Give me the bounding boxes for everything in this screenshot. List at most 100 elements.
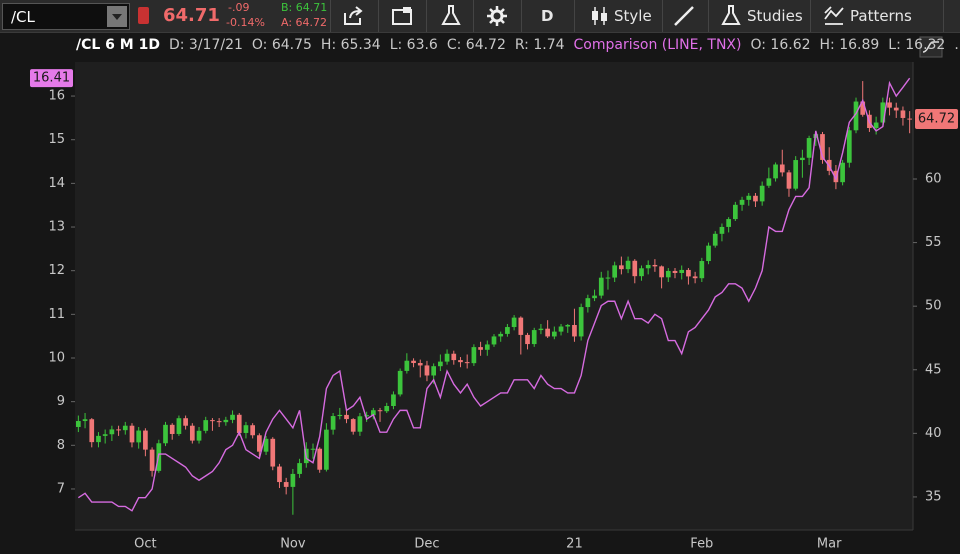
candle-body — [739, 199, 745, 205]
icon-path — [441, 5, 461, 25]
candle-body — [350, 419, 356, 432]
studies-icon — [721, 5, 741, 25]
comparison-item: H: 16.89 — [819, 37, 880, 53]
candle-body — [773, 164, 778, 179]
candle-body — [753, 195, 758, 202]
candle-body — [907, 118, 912, 120]
y2-tick-label: 11 — [48, 307, 65, 322]
separator — [574, 0, 575, 32]
y-tick-label: 60 — [925, 172, 942, 187]
candle-body — [498, 333, 504, 337]
icon-path — [490, 9, 504, 23]
candle-body — [223, 419, 229, 423]
header-item: O: 64.75 — [251, 37, 312, 53]
candle-body — [525, 334, 530, 345]
candle-body — [444, 353, 450, 362]
candle-body — [391, 394, 396, 407]
candle-body — [605, 277, 611, 279]
timeframe-button[interactable]: D — [541, 7, 554, 25]
y-tick-label: 45 — [925, 362, 942, 377]
symbol-box[interactable]: /CL — [2, 3, 130, 30]
candle-body — [464, 362, 470, 364]
candle-body — [143, 430, 148, 450]
comparison-tag-bg — [30, 69, 73, 88]
x-tick-label: Oct — [134, 537, 156, 552]
icon-path — [674, 6, 694, 26]
candle-body — [484, 344, 490, 350]
candle-body — [417, 363, 423, 366]
symbol: /CL — [11, 8, 35, 26]
patterns-button[interactable]: Patterns — [850, 7, 912, 25]
y-tick-label: 50 — [925, 299, 942, 314]
header-item: C: 64.72 — [446, 37, 506, 53]
candle-body — [853, 101, 859, 131]
candle-body — [746, 195, 752, 200]
flask-icon[interactable] — [440, 4, 462, 28]
candle-body — [893, 107, 899, 111]
y-tick-label: 40 — [925, 426, 942, 441]
candle-body — [686, 269, 691, 277]
candle-body — [324, 429, 329, 470]
candle-body — [846, 130, 852, 163]
candle-body — [431, 366, 437, 376]
candle-body — [706, 245, 711, 262]
candle-body — [478, 347, 483, 350]
y2-tick-label: 10 — [48, 350, 65, 365]
candle-body — [210, 420, 215, 422]
y2-tick-label: 8 — [57, 438, 65, 453]
studies-button[interactable]: Studies — [747, 7, 803, 25]
candle-body — [344, 414, 349, 420]
candle-body — [458, 360, 463, 363]
candle-body — [370, 410, 376, 416]
price-tag: 64.72 — [918, 111, 955, 126]
candle-body — [203, 420, 209, 431]
candle-body — [129, 425, 135, 443]
style-button[interactable]: Style — [614, 7, 652, 25]
last-price: 64.71 — [163, 5, 220, 26]
share-icon[interactable] — [342, 5, 366, 27]
header-item: H: 65.34 — [320, 37, 381, 53]
icon-path — [601, 13, 607, 21]
candle-body — [196, 430, 202, 441]
header-item: L: 63.6 — [389, 37, 438, 53]
candle-body — [136, 430, 142, 443]
candle-body — [786, 172, 792, 189]
candle-body — [243, 425, 249, 433]
candle-body — [189, 425, 195, 441]
separator — [810, 0, 811, 32]
candle-body — [578, 307, 584, 337]
candle-body — [659, 266, 664, 278]
price-tag-bg — [915, 108, 958, 129]
candle-body — [639, 268, 644, 277]
header-item: D: 3/17/21 — [168, 37, 243, 53]
candle-body — [277, 466, 282, 483]
candle-body — [719, 226, 725, 234]
dropdown[interactable] — [107, 6, 127, 27]
candle-body — [337, 414, 343, 417]
more[interactable]: ... — [954, 37, 960, 53]
candle-body — [176, 418, 182, 434]
candle-body — [102, 434, 108, 436]
y2-tick-label: 13 — [48, 220, 65, 235]
screenshot-icon[interactable] — [391, 5, 415, 27]
candle-body — [880, 102, 886, 123]
dropdown-arrow — [112, 14, 122, 20]
y-tick-label: 35 — [925, 489, 942, 504]
alert-icon[interactable] — [138, 7, 149, 24]
candle-body — [558, 326, 564, 332]
chart-menu-icon[interactable] — [919, 36, 943, 58]
candle-body — [411, 360, 416, 364]
candle-body — [612, 265, 618, 278]
candle-body — [779, 164, 785, 173]
settings-icon[interactable] — [486, 5, 508, 27]
candle-body — [384, 406, 390, 412]
candle-body — [491, 336, 497, 345]
candle-body — [518, 317, 524, 335]
drawing-icon[interactable] — [673, 5, 695, 27]
candle-body — [619, 265, 624, 270]
x-tick-label: 21 — [566, 537, 583, 552]
patterns-icon — [824, 6, 844, 25]
candle-body — [424, 365, 430, 376]
candle-body — [89, 419, 95, 443]
comparison-label: Comparison (LINE, TNX) — [573, 37, 742, 53]
